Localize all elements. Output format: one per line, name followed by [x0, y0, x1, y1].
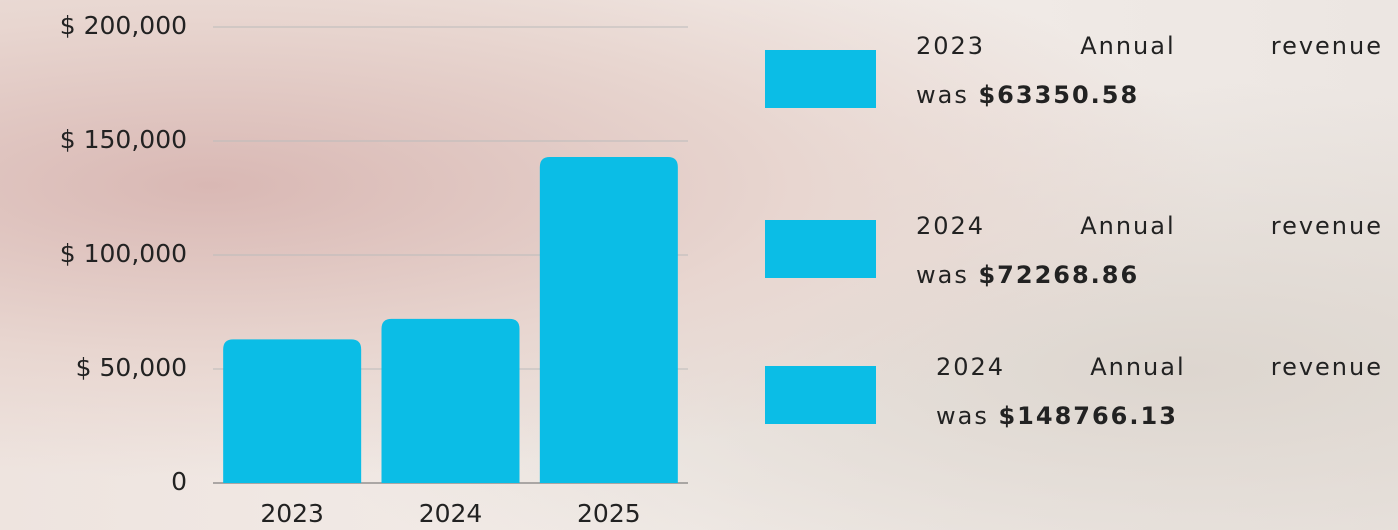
- y-tick-label: $ 100,000: [60, 239, 187, 268]
- legend-swatch: [765, 366, 876, 424]
- x-tick-label: 2025: [577, 499, 641, 528]
- legend-amount: $63350.58: [978, 81, 1139, 109]
- legend-swatch: [765, 220, 876, 278]
- legend-text: was $148766.13: [936, 392, 1383, 441]
- legend-amount: $72268.86: [978, 261, 1139, 289]
- page: 0 $ 50,000 $ 100,000 $ 150,000 $ 200,000 2023…: [0, 0, 1398, 530]
- legend-text: was $63350.58: [916, 71, 1383, 120]
- legend-prefix: was: [916, 261, 969, 289]
- legend-text: 2023 Annual revenue: [916, 22, 1383, 71]
- y-tick-label: $ 50,000: [76, 353, 187, 382]
- x-tick-label: 2023: [260, 499, 324, 528]
- y-tick-label: $ 200,000: [60, 11, 187, 40]
- legend-swatch: [765, 50, 876, 108]
- legend-entry: 2024 Annual revenue was $148766.13: [936, 343, 1383, 441]
- x-tick-label: 2024: [419, 499, 483, 528]
- bar: [540, 157, 678, 483]
- y-tick-label: $ 150,000: [60, 125, 187, 154]
- legend-prefix: was: [916, 81, 969, 109]
- legend-text: 2024 Annual revenue: [936, 343, 1383, 392]
- chart: 0 $ 50,000 $ 100,000 $ 150,000 $ 200,000 2023…: [0, 0, 700, 530]
- legend-entry: 2023 Annual revenue was $63350.58: [916, 22, 1383, 120]
- bar: [223, 339, 361, 483]
- legend-entry: 2024 Annual revenue was $72268.86: [916, 202, 1383, 300]
- legend-text: 2024 Annual revenue: [916, 202, 1383, 251]
- legend-text: was $72268.86: [916, 251, 1383, 300]
- bar: [382, 319, 520, 483]
- legend-amount: $148766.13: [998, 402, 1177, 430]
- legend-prefix: was: [936, 402, 989, 430]
- y-tick-label: 0: [171, 467, 187, 496]
